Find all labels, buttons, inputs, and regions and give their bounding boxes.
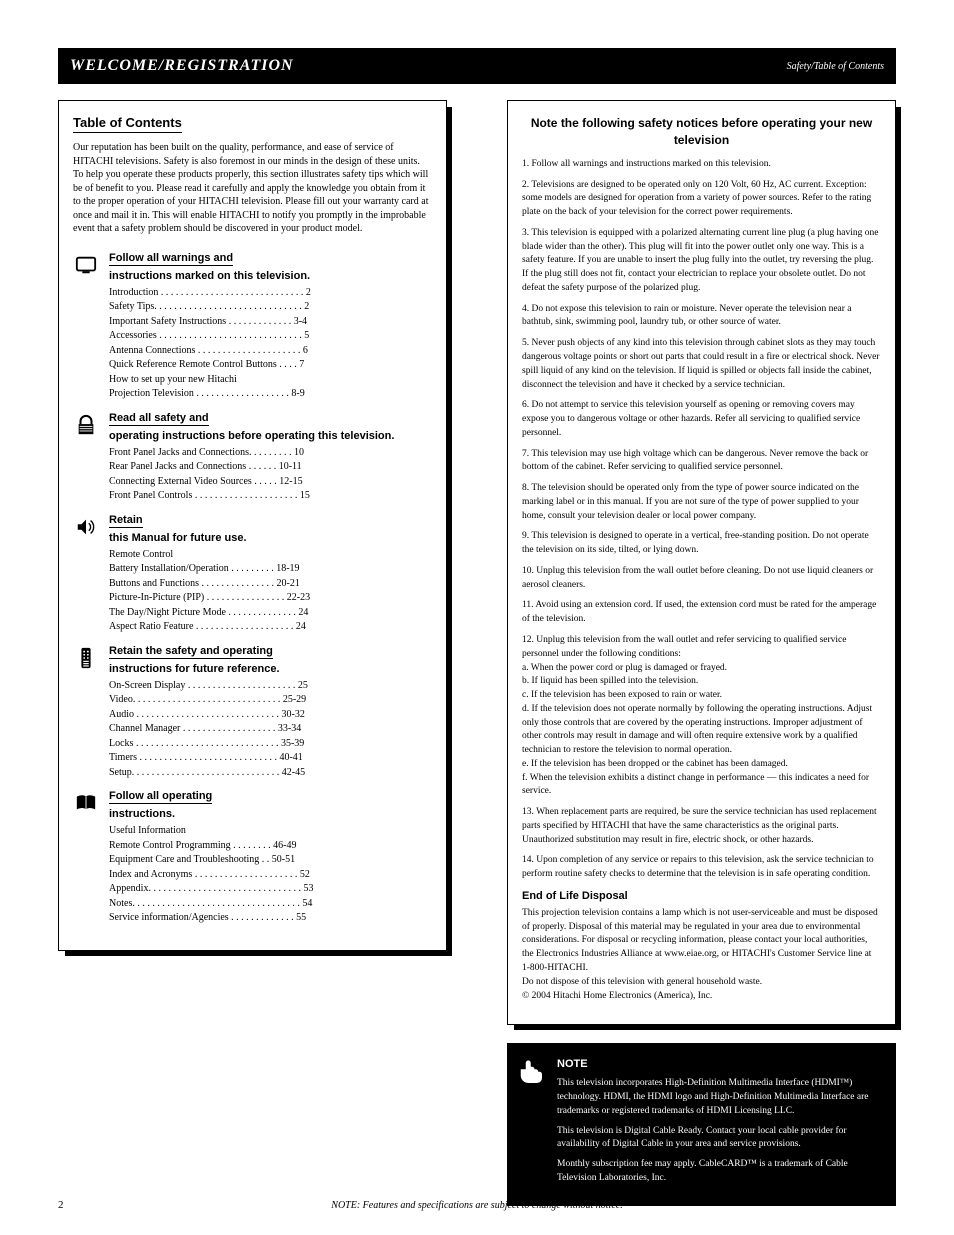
- toc-section: Retain this Manual for future use. Remot…: [73, 514, 432, 635]
- toc-section: Follow all warnings and instructions mar…: [73, 252, 432, 402]
- safety-item: 5. Never push objects of any kind into t…: [522, 337, 881, 392]
- safety-item: 9. This television is designed to operat…: [522, 530, 881, 558]
- toc-lines: Remote Control Battery Installation/Oper…: [109, 548, 432, 635]
- safety-item: 3. This television is equipped with a po…: [522, 227, 881, 296]
- toc-heading: Follow all operating: [109, 790, 212, 804]
- toc-section: Read all safety and operating instructio…: [73, 412, 432, 504]
- toc-heading-cont: instructions.: [109, 808, 432, 820]
- toc-title: Table of Contents: [73, 115, 182, 133]
- footer-note: NOTE: Features and specifications are su…: [0, 1200, 954, 1211]
- screen-icon: [73, 252, 99, 276]
- remote-icon: [73, 645, 99, 669]
- toc-lines: On-Screen Display . . . . . . . . . . . …: [109, 679, 432, 781]
- safety-item: 10. Unplug this television from the wall…: [522, 565, 881, 593]
- toc-heading-cont: instructions marked on this television.: [109, 270, 432, 282]
- toc-heading-cont: instructions for future reference.: [109, 663, 432, 675]
- toc-heading: Retain: [109, 514, 143, 528]
- pointing-hand-icon: [517, 1053, 547, 1089]
- toc-heading-cont: operating instructions before operating …: [109, 430, 432, 442]
- safety-item: 4. Do not expose this television to rain…: [522, 303, 881, 331]
- safety-item: 14. Upon completion of any service or re…: [522, 854, 881, 882]
- eol-title: End of Life Disposal: [522, 889, 881, 905]
- toc-heading: Follow all warnings and: [109, 252, 233, 266]
- toc-intro: Our reputation has been built on the qua…: [73, 141, 432, 236]
- toc-section: Retain the safety and operating instruct…: [73, 645, 432, 781]
- safety-item: 12. Unplug this television from the wall…: [522, 634, 881, 799]
- note-box: NOTE This television incorporates High-D…: [507, 1043, 896, 1205]
- safety-item: 2. Televisions are designed to be operat…: [522, 179, 881, 220]
- toc-heading-cont: this Manual for future use.: [109, 532, 432, 544]
- safety-item: 11. Avoid using an extension cord. If us…: [522, 599, 881, 627]
- toc-lines: Front Panel Jacks and Connections. . . .…: [109, 446, 432, 504]
- lock-icon: [73, 412, 99, 436]
- sound-icon: [73, 514, 99, 538]
- eol-text: This projection television contains a la…: [522, 907, 881, 1003]
- safety-item: 1. Follow all warnings and instructions …: [522, 158, 881, 172]
- safety-item: 13. When replacement parts are required,…: [522, 806, 881, 847]
- note-text: This television is Digital Cable Ready. …: [557, 1125, 882, 1153]
- toc-lines: Useful Information Remote Control Progra…: [109, 824, 432, 926]
- note-text: This television incorporates High-Defini…: [557, 1077, 882, 1118]
- safety-item: 6. Do not attempt to service this televi…: [522, 399, 881, 440]
- toc-section: Follow all operating instructions. Usefu…: [73, 790, 432, 926]
- note-text: Monthly subscription fee may apply. Cabl…: [557, 1158, 882, 1186]
- safety-item: 7. This television may use high voltage …: [522, 448, 881, 476]
- toc-lines: Introduction . . . . . . . . . . . . . .…: [109, 286, 432, 402]
- safety-title: Note the following safety notices before…: [522, 115, 881, 150]
- header-bar: WELCOME/REGISTRATION Safety/Table of Con…: [58, 48, 896, 84]
- book-icon: [73, 790, 99, 814]
- safety-panel: Note the following safety notices before…: [507, 100, 896, 1025]
- toc-heading: Read all safety and: [109, 412, 209, 426]
- header-title: WELCOME/REGISTRATION: [70, 57, 294, 75]
- header-subtitle: Safety/Table of Contents: [787, 61, 884, 72]
- safety-item: 8. The television should be operated onl…: [522, 482, 881, 523]
- note-title: NOTE: [557, 1057, 882, 1073]
- toc-panel: Table of Contents Our reputation has bee…: [58, 100, 447, 951]
- toc-heading: Retain the safety and operating: [109, 645, 273, 659]
